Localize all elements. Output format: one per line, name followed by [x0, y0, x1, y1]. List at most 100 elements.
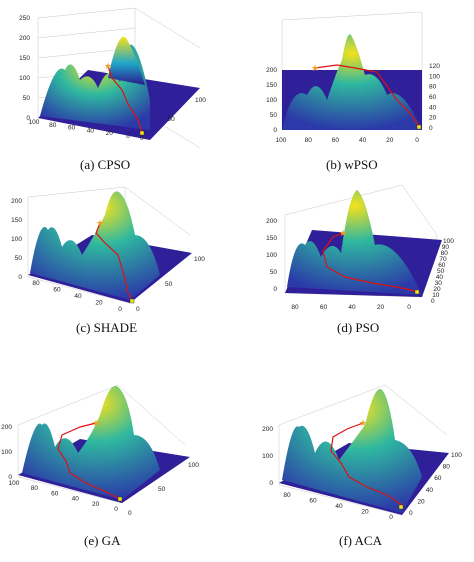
- terrain-hills-d: [287, 190, 422, 295]
- start-marker-a: ★: [104, 61, 112, 71]
- z-tick-label-a: 150: [19, 55, 30, 62]
- panel-e: ★ 0 100 200 100 80 60 40 20 0 0 50 100 (e) GA: [0, 365, 237, 562]
- z-tick-label-b: 200: [266, 67, 277, 74]
- x-ticks-c: 80 60 40 20 0: [32, 280, 122, 313]
- z-tick-label-b: 100: [266, 97, 277, 104]
- panel-b: ★ 0 50 100 150 200 100 80 60 40 20 0 0 20 40 60 80 100…: [237, 0, 474, 180]
- z-ticks-d: 0 50 100 150 200: [266, 218, 277, 293]
- y-tick-label-c: 0: [136, 306, 140, 313]
- x-tick-label-c: 0: [118, 306, 122, 313]
- y-tick-label-b: 60: [429, 94, 437, 101]
- z-tick-label-d: 150: [266, 235, 277, 242]
- caption-e: (e) GA: [84, 533, 121, 548]
- x-tick-label-c: 80: [32, 280, 40, 287]
- y-tick-label-f: 100: [451, 452, 462, 459]
- x-tick-label-d: 60: [320, 304, 328, 311]
- y-tick-label-b: 100: [429, 73, 440, 80]
- x-tick-label-a: 20: [106, 130, 114, 137]
- terrain-hills-a: [40, 44, 150, 130]
- caption-c: (c) SHADE: [76, 320, 138, 335]
- panel-a: ★ 0 50 100 150 200 250 100 80 60 40 20 0 0 50 100 (a…: [0, 0, 237, 180]
- x-tick-label-e: 40: [72, 496, 80, 503]
- z-ticks-b: 0 50 100 150 200: [266, 67, 277, 134]
- z-tick-label-c: 150: [11, 217, 22, 224]
- y-tick-label-e: 100: [188, 462, 199, 469]
- x-tick-label-c: 60: [53, 287, 61, 294]
- x-tick-label-a: 0: [126, 133, 130, 140]
- z-ticks-e: 0 100 200: [1, 424, 12, 481]
- end-marker-e: [117, 496, 123, 502]
- z-tick-label-d: 0: [273, 286, 277, 293]
- z-tick-label-d: 100: [266, 252, 277, 259]
- z-tick-label-a: 250: [19, 15, 30, 22]
- path-c: [95, 222, 133, 302]
- y-tick-label-b: 20: [429, 115, 437, 122]
- z-tick-label-a: 50: [23, 95, 31, 102]
- x-tick-label-a: 40: [87, 127, 95, 134]
- x-tick-label-a: 100: [29, 119, 40, 126]
- panel-c: ★ 0 50 100 150 200 80 60 40 20 0 0 50 100 (c) SHAD…: [0, 175, 237, 355]
- panel-f: ★ 0 100 200 80 60 40 20 0 0 20 40 60 80 100 (f) ACA: [237, 365, 474, 562]
- grid-d: [284, 184, 438, 298]
- x-tick-label-d: 20: [377, 304, 385, 311]
- path-b: [314, 64, 420, 127]
- x-tick-label-d: 80: [291, 304, 299, 311]
- y-tick-label-f: 60: [434, 475, 442, 482]
- x-tick-label-f: 20: [361, 509, 369, 516]
- x-tick-label-f: 80: [283, 492, 291, 499]
- end-marker-b: [416, 124, 422, 130]
- x-tick-label-f: 0: [389, 514, 393, 521]
- y-tick-label-f: 80: [443, 464, 451, 471]
- end-marker-d: [414, 289, 420, 295]
- y-tick-label-d: 40: [436, 274, 444, 281]
- x-ticks-f: 80 60 40 20 0: [283, 492, 393, 521]
- path-d: [322, 232, 416, 292]
- z-ticks-f: 0 100 200: [262, 426, 273, 487]
- x-tick-label-d: 40: [348, 304, 356, 311]
- y-tick-label-d: 0: [431, 298, 435, 305]
- start-marker-e: ★: [92, 418, 100, 428]
- x-tick-label-f: 60: [309, 498, 317, 505]
- caption-f: (f) ACA: [339, 533, 382, 548]
- x-tick-label-c: 20: [95, 300, 103, 307]
- grid-e: [17, 384, 186, 504]
- y-ticks-b: 0 20 40 60 80 100 120: [429, 63, 440, 132]
- x-tick-label-e: 100: [9, 480, 20, 487]
- y-tick-label-b: 80: [429, 84, 437, 91]
- y-tick-label-d: 100: [443, 238, 454, 245]
- x-tick-label-e: 60: [51, 490, 59, 497]
- z-tick-label-c: 50: [15, 255, 23, 262]
- y-tick-label-a: 100: [195, 97, 206, 104]
- x-tick-label-b: 80: [305, 137, 313, 144]
- z-tick-label-d: 50: [270, 269, 278, 276]
- z-tick-label-e: 0: [8, 474, 12, 481]
- y-tick-label-b: 0: [429, 125, 433, 132]
- x-tick-label-b: 100: [276, 137, 287, 144]
- x-tick-label-a: 60: [68, 125, 76, 132]
- y-tick-label-a: 0: [140, 135, 144, 142]
- y-tick-label-d: 60: [438, 262, 446, 269]
- y-tick-label-d: 30: [435, 280, 443, 287]
- x-tick-label-e: 0: [114, 506, 118, 513]
- z-tick-label-f: 100: [262, 453, 273, 460]
- y-ticks-c: 0 50 100: [136, 256, 205, 313]
- start-marker-f: ★: [359, 418, 367, 428]
- end-marker-a: [139, 130, 145, 136]
- panel-d: ★ 0 50 100 150 200 80 60 40 20 0 0 10 20 30 40 50 60 70…: [237, 175, 474, 355]
- z-tick-label-b: 50: [270, 112, 278, 119]
- z-tick-label-b: 0: [273, 127, 277, 134]
- z-ticks-a: 0 50 100 150 200 250: [19, 15, 30, 122]
- x-tick-label-a: 80: [49, 122, 57, 129]
- terrain-hills-c: [30, 191, 160, 300]
- x-tick-label-b: 20: [386, 137, 394, 144]
- y-tick-label-e: 50: [158, 486, 166, 493]
- z-tick-label-c: 200: [11, 198, 22, 205]
- x-ticks-d: 80 60 40 20 0: [291, 304, 411, 311]
- y-tick-label-d: 90: [442, 244, 450, 251]
